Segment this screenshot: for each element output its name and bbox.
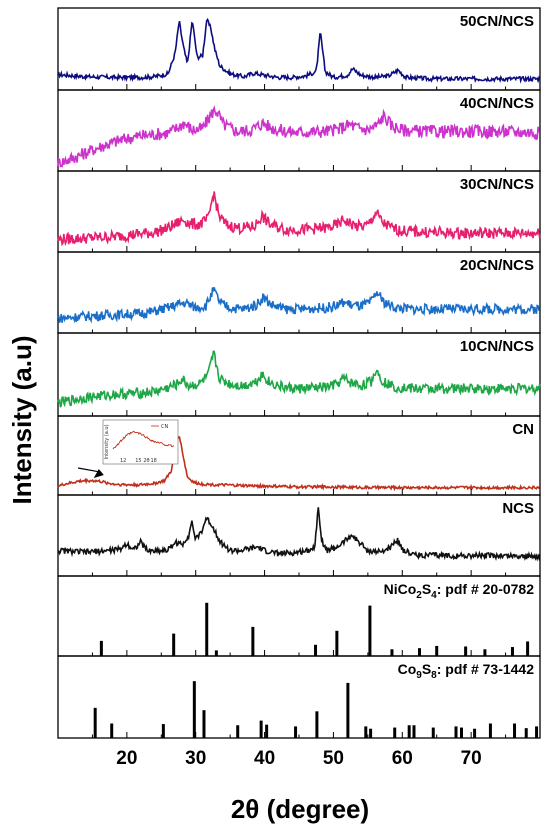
x-tick-label-20: 20 [116,748,137,769]
series-line-20cn-ncs [57,287,541,324]
panel-label-30cn-ncs: 30CN/NCS [460,176,534,193]
inset-arrow-head [93,469,104,478]
x-tick-label-70: 70 [461,748,482,769]
series-line-50cn-ncs [57,17,541,84]
inset-arrow-shaft [77,467,100,473]
x-tick-label-50: 50 [323,748,344,769]
inset-tick-label-12: 12 [120,458,126,464]
x-tick-label-40: 40 [254,748,275,769]
reference-patterns-layer: NiCo2S4: pdf # 20-0782 Co9S8: pdf # 73-14… [93,581,539,738]
panels-layer: 50CN/NCS 40CN/NCS 30CN/NCS 20CN/NCS 10CN/NCS… [57,7,541,739]
x-tick-label-60: 60 [392,748,413,769]
inset-legend-label: CN [161,424,168,430]
ref-label-co9s8: Co9S8: pdf # 73-1442 [398,661,535,681]
panel-label-40cn-ncs: 40CN/NCS [460,95,534,112]
series-line-cn [57,436,541,492]
inset-tick-label-15: 15 [135,458,141,464]
inset-y-label: Intensity (a.u) [104,424,110,459]
series-line-ncs [57,507,541,562]
y-axis-title: Intensity (a.u) [7,335,37,504]
panel-frame-7 [57,494,541,577]
series-line-40cn-ncs [57,104,540,168]
panel-label-20cn-ncs: 20CN/NCS [460,257,534,274]
inset-series-line [112,430,174,450]
x-axis-title: 2θ (degree) [231,794,369,824]
ref-label-nico2s4: NiCo2S4: pdf # 20-0782 [384,581,535,601]
x-axis: 20 30 40 50 60 70 [91,84,507,769]
inset-x-label: 2θ [143,458,149,464]
series-line-10cn-ncs [57,350,541,408]
panel-label-cn: CN [512,421,534,438]
panel-label-50cn-ncs: 50CN/NCS [460,13,534,30]
inset-frame [102,419,179,465]
panel-label-ncs: NCS [502,500,534,517]
panel-label-10cn-ncs: 10CN/NCS [460,338,534,355]
x-tick-label-30: 30 [185,748,206,769]
inset-tick-label-18: 18 [150,458,156,464]
series-line-30cn-ncs [57,191,541,247]
